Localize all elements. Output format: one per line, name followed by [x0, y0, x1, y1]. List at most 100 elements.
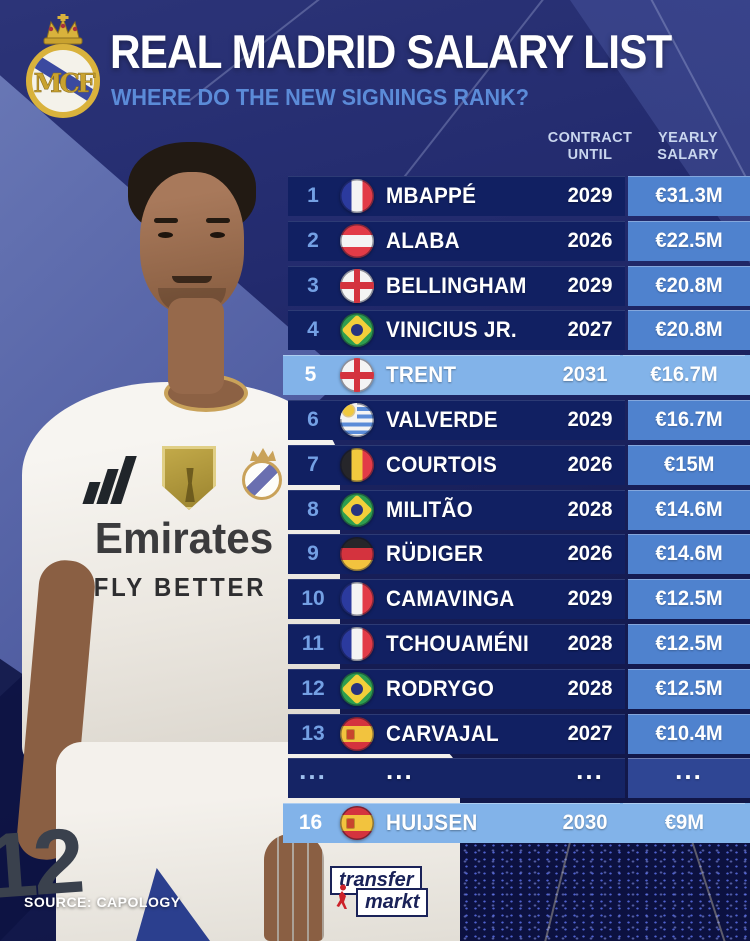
contract-until-value: 2028	[567, 497, 613, 521]
salary-value: €22.5M	[655, 228, 723, 252]
player-name: TCHOUAMÉNI	[386, 630, 529, 656]
contract-until-value: 2029	[567, 273, 613, 297]
salary-cell: €20.8M	[628, 265, 750, 306]
rank-label: 8	[307, 497, 319, 521]
column-header-salary: YEARLY SALARY	[657, 130, 719, 164]
rank-label: 4	[307, 318, 319, 342]
rank-label: ...	[299, 754, 327, 785]
row-main: 9 RÜDIGER 2026	[288, 534, 625, 575]
player-name: ...	[386, 754, 414, 785]
salary-value: €31.3M	[655, 184, 723, 207]
page-subtitle: WHERE DO THE NEW SIGNINGS RANK?	[111, 84, 529, 110]
salary-value: €16.7M	[655, 407, 723, 431]
salary-value: ...	[675, 754, 703, 785]
row-main: 13 CARVAJAL 2027	[288, 713, 625, 754]
player-eyebrow	[154, 218, 178, 223]
player-name: RODRYGO	[386, 675, 495, 701]
salary-cell: ...	[628, 754, 750, 799]
contract-until-value: 2029	[567, 587, 613, 611]
trophy-icon	[185, 468, 195, 502]
salary-value: €10.4M	[655, 721, 723, 745]
flag-brazil-icon	[340, 492, 374, 527]
player-name: BELLINGHAM	[386, 272, 527, 298]
club-crest-patch-icon	[240, 446, 286, 508]
flag-england-icon	[340, 268, 374, 303]
salary-cell: €9M	[623, 803, 745, 844]
salary-cell: €22.5M	[628, 220, 750, 261]
salary-cell: €12.5M	[628, 579, 750, 620]
row-main: 8 MILITÃO 2028	[288, 489, 625, 530]
contract-until-value: 2026	[567, 228, 613, 252]
flag-uruguay-icon	[340, 402, 374, 437]
salary-cell: €10.4M	[628, 713, 750, 754]
rank-label: 3	[307, 273, 319, 297]
table-row: 16 HUIJSEN 2030 €9M	[283, 803, 750, 844]
player-eye	[210, 232, 225, 238]
jersey-tagline-text: FLY BETTER	[93, 572, 267, 602]
rank-label: 5	[304, 363, 317, 387]
salary-cell: €20.8M	[628, 310, 750, 351]
rank-label: 9	[307, 542, 319, 566]
row-main: 2 ALABA 2026	[288, 220, 625, 261]
runner-icon	[336, 884, 347, 909]
salary-value: €16.7M	[650, 363, 718, 387]
table-row: 5 TRENT 2031 €16.7M	[283, 355, 750, 396]
contract-until-value: 2027	[567, 318, 613, 342]
player-eye	[158, 232, 173, 238]
flag-brazil-icon	[340, 313, 374, 348]
contract-until-value: 2029	[567, 184, 613, 207]
table-row: 2 ALABA 2026 €22.5M	[288, 220, 750, 261]
rank-label: 6	[307, 407, 319, 431]
rank-label: 7	[307, 452, 319, 476]
table-row: 13 CARVAJAL 2027 €10.4M	[288, 713, 750, 754]
player-name: TRENT	[386, 362, 457, 388]
player-mustache	[172, 276, 212, 283]
player-name: RÜDIGER	[386, 541, 484, 567]
player-neck	[168, 298, 224, 394]
row-main: 1 MBAPPÉ 2029	[288, 176, 625, 216]
logo-text-top: transfer	[330, 866, 423, 895]
table-row: 4 VINICIUS JR. 2027 €20.8M	[288, 310, 750, 351]
flag-france-icon	[340, 179, 374, 213]
salary-cell: €16.7M	[628, 399, 750, 440]
salary-value: €9M	[664, 811, 704, 835]
salary-cell: €16.7M	[623, 355, 745, 396]
row-main: 5 TRENT 2031	[283, 355, 620, 396]
row-main: 4 VINICIUS JR. 2027	[288, 310, 625, 351]
row-main: 16 HUIJSEN 2030	[283, 803, 620, 844]
flag-england-icon	[340, 358, 374, 393]
salary-value: €14.6M	[655, 542, 723, 566]
player-name: CAMAVINGA	[386, 586, 515, 612]
rank-label: 12	[301, 676, 325, 700]
table-row: 11 TCHOUAMÉNI 2028 €12.5M	[288, 623, 750, 664]
contract-until-value: 2027	[567, 721, 613, 745]
salary-cell: €12.5M	[628, 668, 750, 709]
row-main: 11 TCHOUAMÉNI 2028	[288, 623, 625, 664]
contract-until-value: 2029	[567, 407, 613, 431]
player-name: COURTOIS	[386, 451, 498, 477]
rank-label: 2	[307, 228, 319, 252]
table-row: ... ... ... ...	[288, 754, 750, 799]
salary-value: €20.8M	[655, 318, 723, 342]
player-name: CARVAJAL	[386, 720, 499, 746]
source-credit: SOURCE: CAPOLOGY	[24, 894, 181, 910]
row-main: 3 BELLINGHAM 2029	[288, 265, 625, 306]
salary-cell: €31.3M	[628, 176, 750, 216]
table-row: 12 RODRYGO 2028 €12.5M	[288, 668, 750, 709]
row-main: 10 CAMAVINGA 2029	[288, 579, 625, 620]
table-row: 3 BELLINGHAM 2029 €20.8M	[288, 265, 750, 306]
player-eyebrow	[206, 218, 230, 223]
flag-spain-icon	[340, 716, 374, 751]
contract-until-value: 2031	[562, 363, 608, 387]
salary-value: €20.8M	[655, 273, 723, 297]
flag-brazil-icon	[340, 671, 374, 706]
contract-until-value: 2026	[567, 542, 613, 566]
flag-belgium-icon	[340, 447, 374, 482]
column-header-contract: CONTRACT UNTIL	[547, 130, 633, 164]
player-name: VINICIUS JR.	[386, 317, 517, 343]
flag-france-icon	[340, 626, 374, 661]
contract-until-value: 2028	[567, 676, 613, 700]
table-row: 6 VALVERDE 2029 €16.7M	[288, 399, 750, 440]
